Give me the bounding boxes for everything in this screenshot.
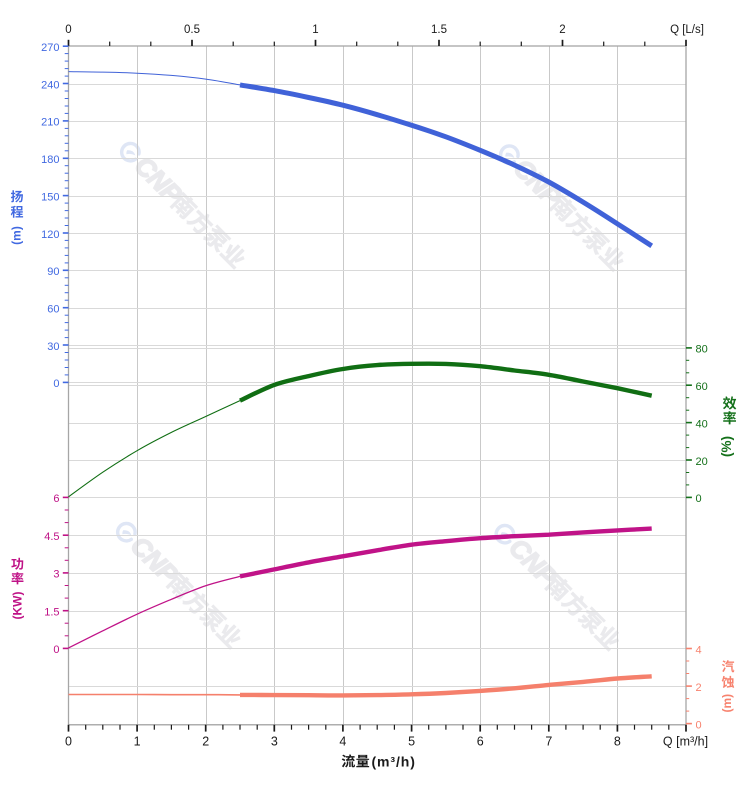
svg-text:0: 0 [696,719,702,731]
svg-text:0: 0 [53,378,59,390]
svg-text:0.5: 0.5 [184,24,200,36]
svg-text:120: 120 [41,229,59,241]
svg-text:240: 240 [41,79,59,91]
svg-text:7: 7 [545,735,552,749]
svg-text:1.5: 1.5 [431,24,447,36]
svg-text:150: 150 [41,191,59,203]
svg-text:Q [m³/h]: Q [m³/h] [663,735,708,749]
svg-text:90: 90 [47,266,59,278]
svg-text:(m³/h): (m³/h) [372,753,416,769]
svg-text:(%): (%) [719,436,734,457]
svg-text:8: 8 [614,735,621,749]
svg-text:2: 2 [202,735,209,749]
svg-text:4: 4 [696,644,702,656]
svg-text:40: 40 [696,418,708,430]
svg-text:3: 3 [53,569,59,581]
svg-text:Q [L/s]: Q [L/s] [670,24,704,36]
svg-text:0: 0 [53,644,59,656]
svg-text:1.5: 1.5 [44,607,59,619]
svg-text:1: 1 [134,735,141,749]
svg-text:2: 2 [696,682,702,694]
svg-text:270: 270 [41,42,59,54]
svg-text:1: 1 [312,24,318,36]
svg-text:80: 80 [696,344,708,356]
svg-text:(m): (m) [720,694,734,713]
svg-text:60: 60 [47,304,59,316]
svg-text:210: 210 [41,117,59,129]
svg-text:20: 20 [696,456,708,468]
svg-text:0: 0 [65,735,72,749]
svg-text:6: 6 [477,735,484,749]
svg-text:(m): (m) [10,226,24,245]
svg-text:5: 5 [408,735,415,749]
svg-text:180: 180 [41,154,59,166]
svg-text:30: 30 [47,341,59,353]
svg-text:2: 2 [559,24,565,36]
svg-text:0: 0 [65,24,71,36]
svg-text:0: 0 [696,493,702,505]
svg-text:3: 3 [271,735,278,749]
svg-text:(KW): (KW) [11,592,25,620]
svg-text:4.5: 4.5 [44,531,59,543]
svg-text:4: 4 [339,735,346,749]
svg-text:6: 6 [53,493,59,505]
svg-text:60: 60 [696,381,708,393]
